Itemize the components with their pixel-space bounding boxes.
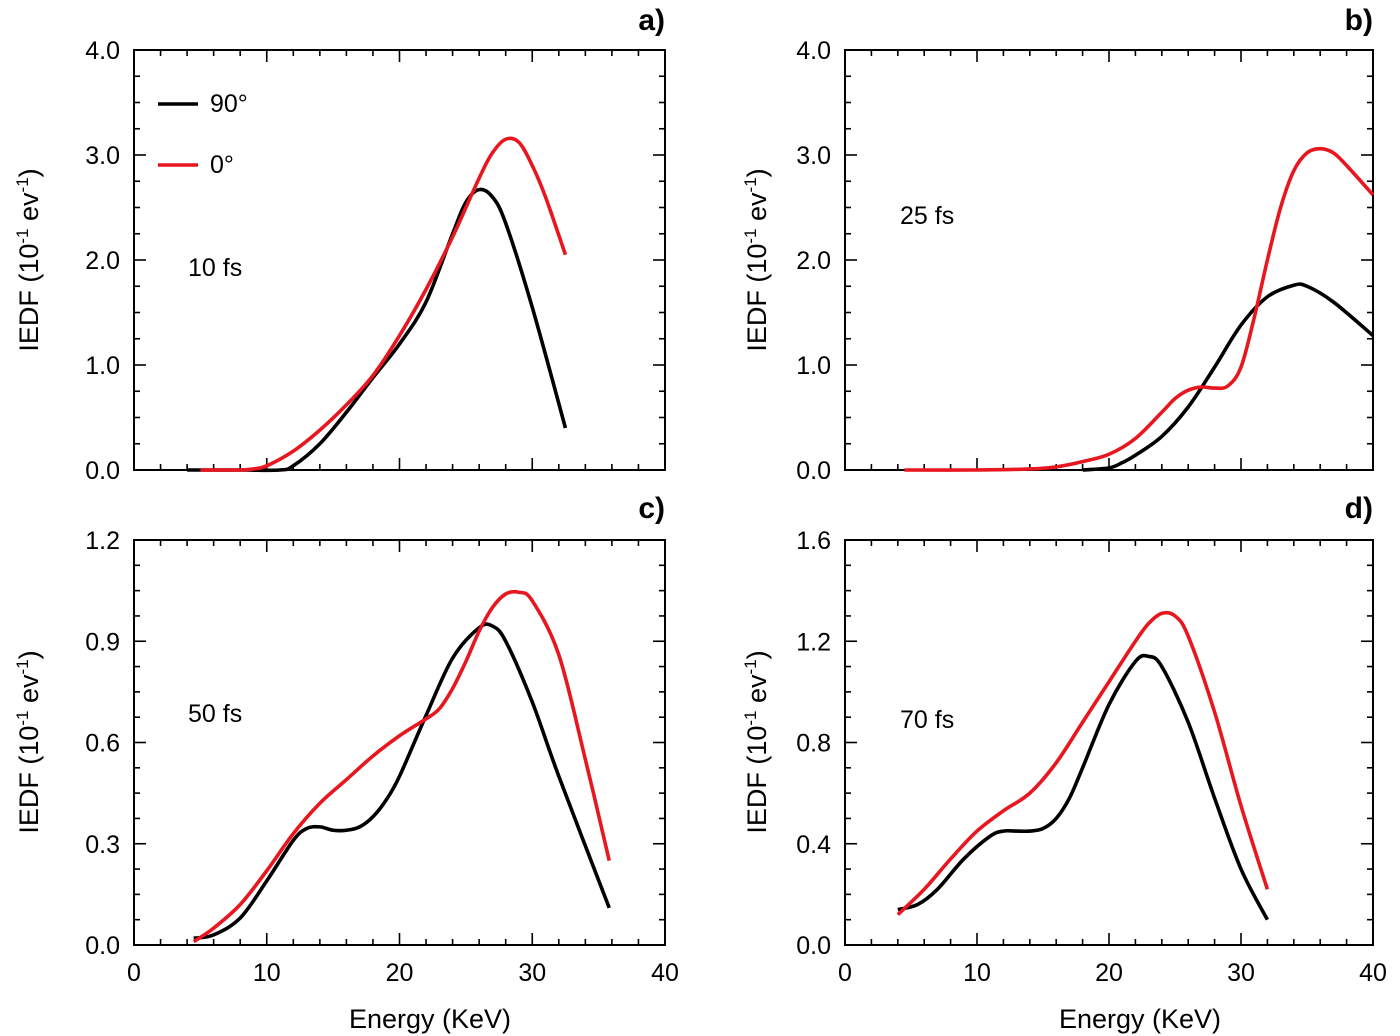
y-tick-label: 1.2 — [85, 527, 120, 555]
legend-label-0: 0° — [210, 151, 234, 179]
panel-b: IEDF (10-1 ev-1) b) 25 fs 0.0 1.0 2.0 3.0 4.… — [741, 4, 1375, 485]
series-line-0deg — [896, 610, 1270, 916]
panel-a: IEDF (10-1 ev-1) a) 10 fs 90° 0° 0.0 1.0 2… — [13, 4, 666, 485]
x-tick-label: 0 — [838, 959, 852, 987]
y-tick-label: 2.0 — [85, 247, 120, 275]
x-tick-label: 10 — [963, 959, 991, 987]
y-tick-label: 4.0 — [796, 37, 831, 65]
y-tick-label: 0.9 — [85, 628, 120, 656]
x-tick-label: 40 — [1359, 959, 1387, 987]
y-tick-label: 3.0 — [796, 142, 831, 170]
series-line-0deg — [904, 146, 1375, 472]
x-tick-label: 20 — [1095, 959, 1123, 987]
y-axis-title: IEDF (10-1 ev-1) — [13, 650, 44, 833]
series-line-0deg — [192, 589, 611, 944]
panel-label: c) — [638, 492, 665, 525]
time-annotation: 10 fs — [188, 254, 242, 282]
y-tick-label: 0.0 — [85, 932, 120, 960]
series-line-90deg — [187, 187, 568, 473]
y-tick-label: 0.3 — [85, 831, 120, 859]
y-tick-label: 1.6 — [796, 527, 831, 555]
series-line-90deg — [1082, 282, 1375, 472]
legend-label-90: 90° — [210, 90, 248, 118]
y-tick-label: 0.0 — [796, 932, 831, 960]
y-tick-label: 0.0 — [85, 457, 120, 485]
y-tick-label: 0.0 — [796, 457, 831, 485]
time-annotation: 25 fs — [900, 202, 954, 230]
y-tick-label: 0.6 — [85, 730, 120, 758]
y-tick-label: 0.4 — [796, 831, 831, 859]
series-line-90deg — [897, 653, 1269, 921]
x-tick-label: 20 — [386, 959, 414, 987]
x-axis-title: Energy (KeV) — [1059, 1004, 1221, 1034]
time-annotation: 70 fs — [900, 706, 954, 734]
x-tick-label: 10 — [253, 959, 281, 987]
y-tick-label: 1.0 — [796, 352, 831, 380]
panel-d: IEDF (10-1 ev-1) d) 70 fs Energy (KeV) 0… — [741, 492, 1387, 1034]
y-tick-label: 3.0 — [85, 142, 120, 170]
x-tick-label: 30 — [1227, 959, 1255, 987]
series-line-90deg — [193, 622, 611, 941]
y-tick-label: 1.0 — [85, 352, 120, 380]
time-annotation: 50 fs — [188, 700, 242, 728]
x-tick-label: 40 — [651, 959, 679, 987]
x-tick-label: 30 — [518, 959, 546, 987]
y-tick-label: 0.8 — [796, 730, 831, 758]
y-tick-label: 2.0 — [796, 247, 831, 275]
panel-c: IEDF (10-1 ev-1) c) 50 fs Energy (KeV) 0… — [13, 492, 679, 1034]
y-axis-title: IEDF (10-1 ev-1) — [741, 168, 772, 351]
plot-frame — [844, 49, 1374, 471]
x-axis-title: Energy (KeV) — [349, 1004, 511, 1034]
panel-label: d) — [1345, 492, 1373, 525]
y-tick-label: 4.0 — [85, 37, 120, 65]
plot-frame — [844, 539, 1374, 946]
x-tick-label: 0 — [127, 959, 141, 987]
series-line-0deg — [200, 136, 568, 472]
legend: 90° 0° — [158, 90, 248, 179]
panel-label: b) — [1345, 4, 1373, 37]
panel-label: a) — [638, 4, 665, 37]
y-axis-title: IEDF (10-1 ev-1) — [741, 650, 772, 833]
y-tick-label: 1.2 — [796, 628, 831, 656]
y-axis-title: IEDF (10-1 ev-1) — [13, 168, 44, 351]
plot-frame — [133, 539, 666, 946]
